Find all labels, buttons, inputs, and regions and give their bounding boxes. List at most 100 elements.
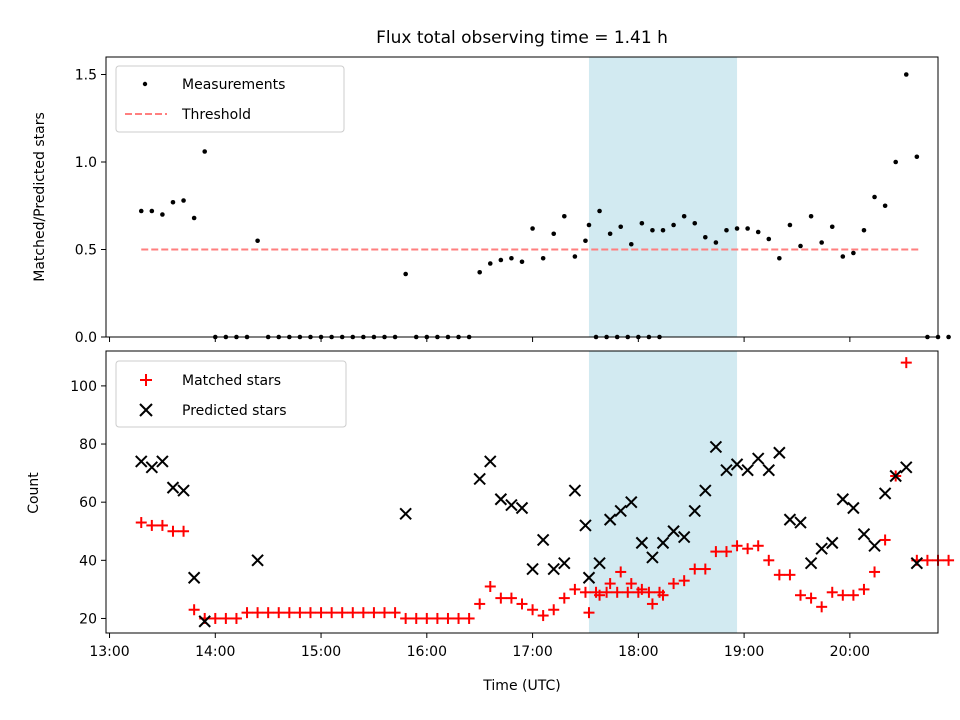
top-y-axis: 0.0 0.5 1.0 1.5 bbox=[75, 68, 106, 346]
predicted-star-point bbox=[910, 557, 924, 570]
matched-star-point bbox=[625, 578, 637, 590]
predicted-star-point bbox=[547, 562, 560, 576]
predicted-star-point bbox=[762, 463, 775, 477]
matched-star-point bbox=[689, 563, 701, 575]
matched-star-point bbox=[347, 607, 359, 619]
measurement-point bbox=[914, 154, 920, 160]
predicted-star-point bbox=[473, 472, 486, 486]
predicted-star-point bbox=[198, 615, 211, 628]
predicted-star-point bbox=[603, 513, 617, 526]
x-tick-label: 18:00 bbox=[618, 644, 658, 660]
matched-star-point bbox=[230, 612, 242, 624]
matched-star-point bbox=[442, 612, 454, 624]
predicted-star-point bbox=[720, 463, 733, 477]
legend-predicted-label: Predicted stars bbox=[182, 403, 287, 419]
measurement-point bbox=[628, 241, 634, 247]
bottom-panel: 20 40 60 80 100 13:00 14:00 15:00 16:00 17:00 18:… bbox=[26, 350, 955, 694]
matched-star-point bbox=[336, 607, 348, 619]
measurement-point bbox=[477, 269, 482, 275]
predicted-star-point bbox=[646, 551, 659, 564]
predicted-star-point bbox=[399, 507, 412, 521]
predicted-star-point bbox=[568, 484, 582, 497]
measurement-point bbox=[882, 203, 888, 209]
y-tick-label: 100 bbox=[70, 379, 97, 395]
measurement-point bbox=[734, 226, 740, 231]
matched-star-point bbox=[742, 543, 754, 555]
matched-star-point bbox=[731, 540, 743, 552]
predicted-star-point bbox=[688, 504, 701, 518]
measurement-point bbox=[851, 250, 856, 256]
y-tick-label: 60 bbox=[79, 495, 97, 511]
matched-star-point bbox=[220, 612, 232, 624]
measurement-point bbox=[692, 220, 698, 226]
predicted-star-point bbox=[709, 440, 723, 454]
y-tick-label: 1.0 bbox=[75, 155, 97, 171]
predicted-star-point bbox=[804, 557, 818, 570]
matched-star-point bbox=[326, 607, 338, 619]
matched-star-point bbox=[678, 575, 690, 587]
predicted-star-point bbox=[741, 463, 754, 477]
matched-star-point bbox=[241, 607, 253, 619]
measurement-point bbox=[639, 220, 645, 226]
y-tick-label: 80 bbox=[79, 437, 97, 453]
matched-star-point bbox=[294, 607, 306, 619]
matched-star-point bbox=[784, 569, 796, 581]
measurement-point bbox=[703, 234, 708, 240]
matched-star-point bbox=[710, 546, 722, 558]
matched-star-point bbox=[178, 525, 190, 537]
measurement-point bbox=[519, 259, 525, 265]
figure-title: Flux total observing time = 1.41 h bbox=[376, 28, 668, 48]
matched-star-point bbox=[636, 583, 648, 595]
x-tick-label: 14:00 bbox=[195, 644, 235, 660]
matched-star-point bbox=[357, 607, 369, 619]
measurement-point bbox=[872, 194, 877, 200]
measurement-point bbox=[498, 257, 504, 263]
measurement-point bbox=[681, 213, 687, 219]
y-tick-label: 40 bbox=[79, 553, 97, 569]
predicted-star-point bbox=[494, 493, 508, 506]
measurement-point bbox=[597, 208, 602, 214]
predicted-star-point bbox=[187, 571, 201, 584]
measurement-point bbox=[777, 255, 782, 261]
matched-star-point bbox=[273, 607, 285, 619]
bottom-plot-frame bbox=[105, 350, 939, 634]
predicted-star-point bbox=[579, 519, 592, 532]
legend-measurements-label: Measurements bbox=[182, 77, 285, 93]
predicted-star-point bbox=[878, 487, 892, 500]
matched-star-point bbox=[209, 612, 221, 624]
matched-star-point bbox=[943, 554, 955, 566]
predicted-star-point bbox=[677, 530, 691, 544]
matched-star-point bbox=[379, 607, 391, 619]
predicted-star-point bbox=[730, 458, 744, 471]
legend-measurements-marker bbox=[142, 81, 148, 87]
measurement-point bbox=[798, 243, 803, 249]
matched-star-point bbox=[900, 357, 912, 369]
measurement-point bbox=[745, 226, 750, 231]
measurement-point bbox=[650, 227, 655, 233]
measurement-point bbox=[540, 255, 546, 261]
measurement-point bbox=[403, 271, 408, 277]
measurement-point bbox=[819, 240, 824, 245]
matched-star-point bbox=[156, 519, 168, 531]
measurement-point bbox=[946, 334, 951, 340]
matched-star-point bbox=[167, 525, 179, 537]
measurement-point bbox=[766, 236, 772, 242]
top-x-ticks bbox=[109, 337, 851, 342]
measurement-point bbox=[509, 255, 514, 261]
predicted-star-point bbox=[751, 452, 765, 465]
matched-star-point bbox=[858, 583, 870, 595]
bottom-legend-box bbox=[115, 360, 347, 428]
measurement-point bbox=[572, 254, 578, 259]
matched-star-point bbox=[135, 517, 147, 529]
predicted-star-point bbox=[526, 562, 539, 576]
matched-star-point bbox=[763, 554, 775, 566]
matched-star-point bbox=[474, 598, 486, 610]
matched-star-point bbox=[188, 604, 200, 616]
x-tick-label: 16:00 bbox=[407, 644, 447, 660]
matched-star-point bbox=[304, 607, 316, 619]
measurement-point bbox=[724, 227, 729, 233]
measurement-points bbox=[138, 72, 951, 340]
matched-star-point bbox=[805, 592, 817, 604]
measurement-point bbox=[808, 213, 814, 219]
